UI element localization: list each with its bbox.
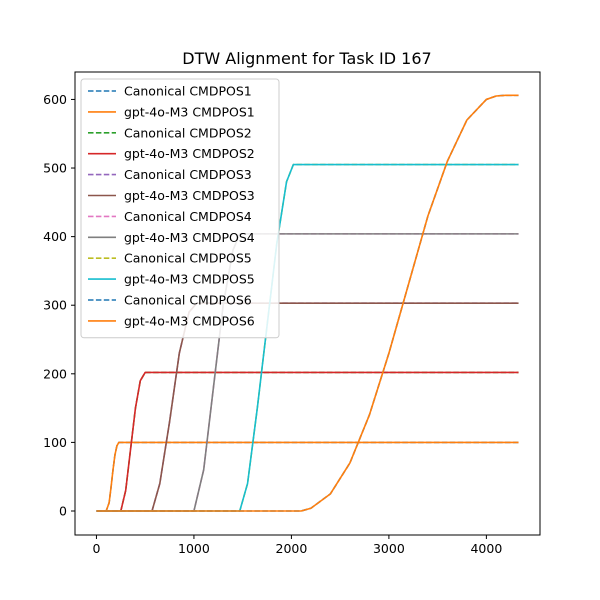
legend-label-3: Canonical CMDPOS2	[124, 125, 252, 140]
legend-label-2: gpt-4o-M3 CMDPOS1	[124, 104, 255, 119]
plot-area	[96, 94, 519, 512]
y-tick-label-300: 300	[43, 298, 67, 313]
series-line-2	[96, 441, 519, 512]
series-group	[96, 94, 519, 512]
axes-frame	[74, 71, 541, 536]
series-line-12	[96, 94, 519, 512]
legend-label-9: Canonical CMDPOS5	[124, 251, 252, 266]
legend-label-4: gpt-4o-M3 CMDPOS2	[124, 146, 255, 161]
legend-label-7: Canonical CMDPOS4	[124, 209, 252, 224]
series-line-4	[96, 371, 519, 512]
x-tick-label-0: 0	[92, 541, 100, 556]
y-tick-label-200: 200	[43, 366, 67, 381]
chart-title: DTW Alignment for Task ID 167	[182, 49, 431, 68]
legend-label-12: gpt-4o-M3 CMDPOS6	[124, 313, 255, 328]
x-tick-label-2000: 2000	[276, 541, 308, 556]
legend-label-1: Canonical CMDPOS1	[124, 84, 252, 99]
y-tick-label-100: 100	[43, 435, 67, 450]
x-tick-label-1000: 1000	[178, 541, 210, 556]
legend-box	[80, 78, 280, 339]
y-tick-label-0: 0	[59, 503, 67, 518]
y-tick-label-400: 400	[43, 229, 67, 244]
legend-label-6: gpt-4o-M3 CMDPOS3	[124, 188, 255, 203]
legend-label-8: gpt-4o-M3 CMDPOS4	[124, 230, 255, 245]
axes: 0 1000 2000 3000 4000 0 100 200 300 400 500 600	[43, 71, 541, 556]
y-tick-label-600: 600	[43, 92, 67, 107]
legend: Canonical CMDPOS1 gpt-4o-M3 CMDPOS1 Canoni…	[80, 78, 280, 339]
x-tick-label-3000: 3000	[373, 541, 405, 556]
legend-label-11: Canonical CMDPOS6	[124, 293, 252, 308]
y-tick-label-500: 500	[43, 161, 67, 176]
x-tick-label-4000: 4000	[470, 541, 502, 556]
legend-label-10: gpt-4o-M3 CMDPOS5	[124, 272, 255, 287]
legend-label-5: Canonical CMDPOS3	[124, 167, 252, 182]
